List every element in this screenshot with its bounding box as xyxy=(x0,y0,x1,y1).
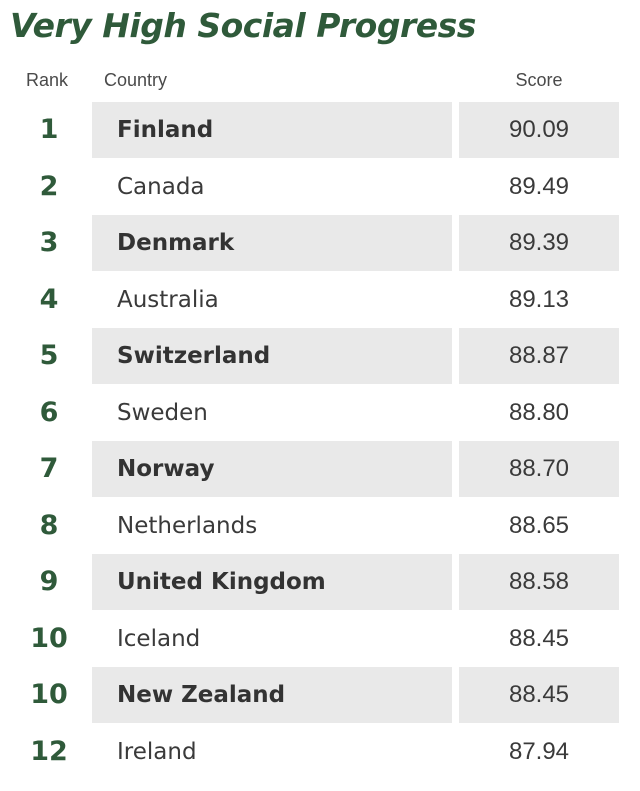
rank-cell: 10 xyxy=(30,679,68,710)
rank-cell: 7 xyxy=(39,453,59,484)
score-cell: 89.49 xyxy=(508,172,570,200)
table-row: 5 Switzerland 88.87 xyxy=(0,328,640,384)
rank-cell: 2 xyxy=(39,170,59,202)
score-cell: 88.45 xyxy=(459,667,619,723)
country-cell: New Zealand xyxy=(92,667,452,723)
table-title: Very High Social Progress xyxy=(10,6,476,45)
country-cell: Denmark xyxy=(92,215,452,271)
column-header-rank: Rank xyxy=(26,70,69,90)
column-header-score: Score xyxy=(515,70,563,90)
table-row: 12 Ireland 87.94 xyxy=(0,724,640,780)
table-row: 7 Norway 88.70 xyxy=(0,441,640,497)
score-cell: 87.94 xyxy=(508,737,570,765)
country-cell: Switzerland xyxy=(92,328,452,384)
table-row: 4 Australia 89.13 xyxy=(0,272,640,328)
rank-cell: 3 xyxy=(39,227,59,258)
country-cell: United Kingdom xyxy=(92,554,452,610)
country-cell: Netherlands xyxy=(117,512,258,539)
rank-cell: 1 xyxy=(39,114,59,145)
rank-cell: 8 xyxy=(39,509,59,541)
table-row: 1 Finland 90.09 xyxy=(0,102,640,158)
table-row: 2 Canada 89.49 xyxy=(0,159,640,215)
table-row: 3 Denmark 89.39 xyxy=(0,215,640,271)
country-cell: Norway xyxy=(92,441,452,497)
score-cell: 88.45 xyxy=(508,624,570,652)
score-cell: 90.09 xyxy=(459,102,619,158)
table-row: 9 United Kingdom 88.58 xyxy=(0,554,640,610)
country-cell: Ireland xyxy=(117,738,197,765)
table-row: 8 Netherlands 88.65 xyxy=(0,498,640,554)
rank-cell: 12 xyxy=(30,735,68,767)
score-cell: 88.87 xyxy=(459,328,619,384)
score-cell: 88.65 xyxy=(508,511,570,539)
rank-cell: 4 xyxy=(39,283,59,315)
rank-cell: 6 xyxy=(39,396,59,428)
table-row: 6 Sweden 88.80 xyxy=(0,385,640,441)
country-cell: Finland xyxy=(92,102,452,158)
table-row: 10 New Zealand 88.45 xyxy=(0,667,640,723)
score-cell: 89.39 xyxy=(459,215,619,271)
score-cell: 89.13 xyxy=(508,285,570,313)
country-cell: Canada xyxy=(117,173,205,200)
rank-cell: 9 xyxy=(39,566,59,597)
country-cell: Australia xyxy=(117,286,219,313)
column-header-country: Country xyxy=(104,70,168,90)
score-cell: 88.80 xyxy=(508,398,570,426)
score-cell: 88.58 xyxy=(459,554,619,610)
rank-cell: 10 xyxy=(30,622,68,654)
country-cell: Sweden xyxy=(117,399,208,426)
table-row: 10 Iceland 88.45 xyxy=(0,611,640,667)
rank-cell: 5 xyxy=(39,340,59,371)
country-cell: Iceland xyxy=(117,625,201,652)
score-cell: 88.70 xyxy=(459,441,619,497)
